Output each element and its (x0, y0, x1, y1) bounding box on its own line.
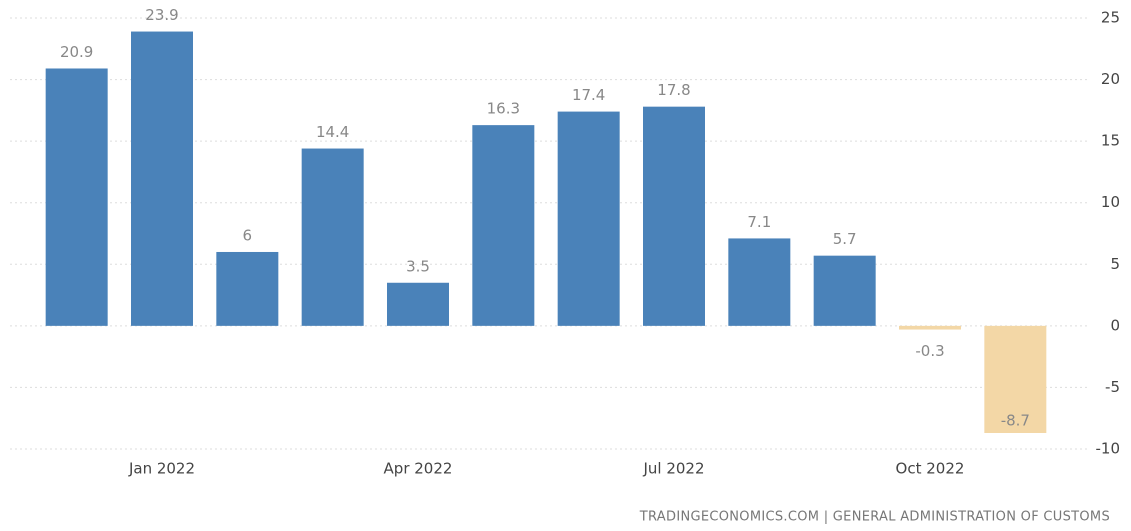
bar (45, 68, 108, 326)
bar (387, 282, 449, 326)
x-tick-label: Jul 2022 (642, 460, 704, 478)
y-tick-label: 0 (1110, 316, 1120, 334)
bar (899, 325, 961, 330)
source-note: TRADINGECONOMICS.COM | GENERAL ADMINISTR… (639, 510, 1110, 525)
y-tick-label: 20 (1101, 70, 1120, 88)
y-tick-label: 10 (1101, 193, 1120, 211)
bar (216, 251, 279, 326)
value-label: -0.3 (915, 342, 944, 360)
value-label: 7.1 (747, 213, 771, 231)
value-label: 6 (243, 226, 253, 244)
bar (984, 325, 1047, 433)
bar (131, 31, 193, 326)
value-label: 3.5 (406, 257, 430, 275)
value-label: 17.8 (657, 81, 690, 99)
y-tick-label: 5 (1110, 255, 1120, 273)
x-tick-label: Apr 2022 (384, 460, 453, 478)
x-tick-label: Oct 2022 (896, 460, 965, 478)
bar (301, 148, 364, 326)
y-tick-label: 15 (1101, 132, 1120, 150)
value-label: 20.9 (60, 43, 93, 61)
bar (813, 255, 876, 326)
value-label: 16.3 (487, 100, 520, 118)
bar (472, 125, 535, 326)
y-tick-label: 25 (1101, 9, 1120, 27)
bar (728, 238, 791, 326)
value-label: 17.4 (572, 86, 605, 104)
bar (557, 111, 620, 326)
y-tick-label: -5 (1105, 378, 1120, 396)
value-label: 5.7 (833, 230, 857, 248)
value-label: -8.7 (1001, 411, 1030, 429)
value-label: 23.9 (145, 6, 178, 24)
y-tick-label: -10 (1096, 440, 1121, 458)
bar (643, 106, 705, 326)
x-tick-label: Jan 2022 (128, 460, 195, 478)
value-label: 14.4 (316, 123, 349, 141)
